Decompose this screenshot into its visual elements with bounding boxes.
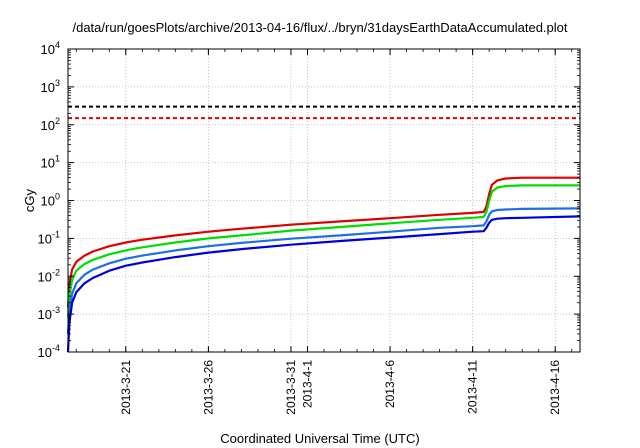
reference-lines (68, 105, 580, 120)
y-tick-label: 104 (41, 40, 60, 57)
y-tick-label: 10-4 (38, 343, 60, 360)
y-tick-label: 101 (41, 154, 60, 171)
x-tick-label: 2013-3-21 (119, 360, 133, 415)
series-line-4 (66, 215, 581, 353)
x-tick-label: 2013-4-6 (383, 360, 397, 408)
chart-title: /data/run/goesPlots/archive/2013-04-16/f… (72, 20, 568, 35)
x-axis-label: Coordinated Universal Time (UTC) (220, 431, 420, 446)
y-tick-label: 10-1 (38, 229, 60, 246)
x-tick-label: 2013-4-11 (466, 360, 480, 414)
y-tick-labels: 10-4 10-3 10-2 10-1 100 101 102 103 104 (38, 40, 60, 360)
y-tick-label: 103 (41, 78, 60, 95)
series-lines (66, 176, 581, 353)
x-tick-label: 2013-4-16 (548, 360, 562, 415)
series-line-1 (66, 176, 580, 308)
x-tick-label: 2013-3-26 (201, 360, 215, 415)
y-tick-label: 10-3 (38, 305, 60, 322)
grid (68, 48, 580, 353)
y-axis-label: cGy (22, 188, 37, 212)
tick-marks (68, 48, 580, 353)
x-tick-label: 2013-4-1 (300, 360, 314, 408)
y-tick-label: 102 (41, 116, 60, 133)
x-tick-label: 2013-3-31 (284, 360, 298, 415)
y-tick-label: 10-2 (38, 267, 60, 284)
x-tick-labels: 2013-3-21 2013-3-26 2013-3-31 2013-4-1 2013-… (119, 360, 562, 415)
series-line-3 (66, 207, 581, 334)
y-tick-label: 100 (41, 192, 60, 209)
series-line-2 (66, 184, 580, 318)
